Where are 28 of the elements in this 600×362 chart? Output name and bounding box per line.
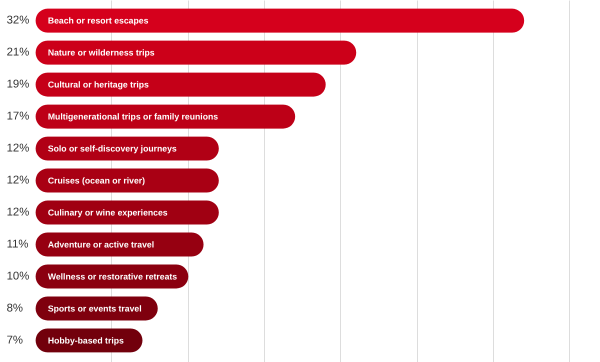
data-label: 19% xyxy=(6,78,30,91)
y-tick-label: Cultural or heritage trips xyxy=(48,80,150,90)
y-tick-label: Adventure or active travel xyxy=(48,240,154,250)
data-label: 8% xyxy=(6,302,23,314)
y-tick-label: Nature or wilderness trips xyxy=(48,48,155,58)
data-label: 21% xyxy=(6,46,30,59)
y-tick-label: Beach or resort escapes xyxy=(48,16,149,26)
data-label: 17% xyxy=(6,110,30,123)
data-label: 12% xyxy=(6,174,30,187)
bar xyxy=(36,200,219,225)
y-tick-label: Cruises (ocean or river) xyxy=(48,176,146,186)
bar xyxy=(36,72,326,97)
y-tick-label: Hobby-based trips xyxy=(48,335,124,346)
bar xyxy=(36,8,524,33)
y-tick-label: Solo or self-discovery journeys xyxy=(48,144,177,154)
bar xyxy=(36,40,356,65)
bar xyxy=(36,232,204,256)
y-tick-label: Wellness or restorative retreats xyxy=(48,271,178,282)
data-label: 32% xyxy=(6,14,30,27)
bar xyxy=(36,168,219,193)
data-label: 12% xyxy=(6,206,30,219)
data-label: 11% xyxy=(6,238,28,250)
data-label: 12% xyxy=(6,142,30,155)
y-tick-label: Culinary or wine experiences xyxy=(48,208,168,218)
data-label: 7% xyxy=(6,334,23,346)
y-tick-label: Multigenerational trips or family reunions xyxy=(48,112,218,122)
y-tick-label: Sports or events travel xyxy=(48,303,142,314)
data-label: 10% xyxy=(6,270,30,282)
